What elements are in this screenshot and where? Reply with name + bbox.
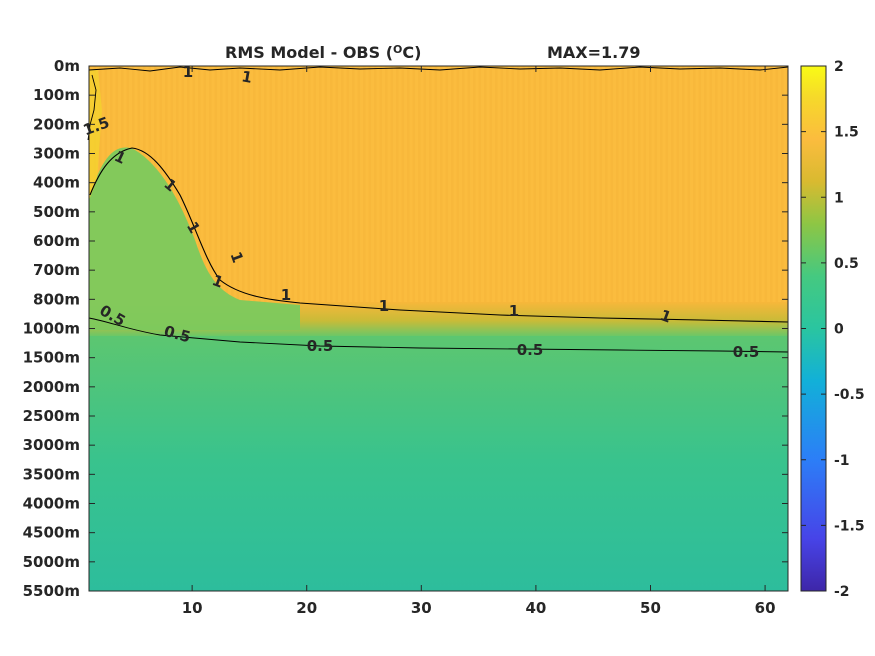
contour-label: 1 xyxy=(240,67,253,87)
y-tick-label: 500m xyxy=(33,203,80,221)
y-tick-label: 800m xyxy=(33,290,80,308)
deep-field xyxy=(89,330,788,591)
contour-label: 1 xyxy=(509,302,519,320)
contour-line-1-surface xyxy=(88,66,789,72)
x-tick-label: 20 xyxy=(296,599,317,617)
colorbar-tick-label: -2 xyxy=(834,584,850,600)
colorbar-tick-label: -1.5 xyxy=(834,518,865,534)
y-tick-label: 300m xyxy=(33,145,80,163)
y-tick-label: 100m xyxy=(33,86,80,104)
contour-label: 1 xyxy=(281,286,291,304)
x-axis: 10 20 30 40 50 60 xyxy=(182,66,776,617)
colorbar-tick-label: -1 xyxy=(834,453,850,469)
y-tick-label: 0m xyxy=(54,57,80,75)
contour-label: 0.5 xyxy=(307,337,334,355)
contour-label: 1 xyxy=(183,63,193,81)
chart-title: RMS Model - OBS (OC) xyxy=(225,43,421,62)
colorbar-tick-label: 0 xyxy=(834,322,844,338)
title-suffix: C) xyxy=(402,43,421,62)
colorbar-tick-label: 1 xyxy=(834,190,844,206)
contour-label: 0.5 xyxy=(517,341,544,359)
y-tick-label: 2000m xyxy=(23,378,80,396)
colorbar-tick-label: 0.5 xyxy=(834,256,859,272)
y-tick-label: 5000m xyxy=(23,553,80,571)
y-tick-label: 1000m xyxy=(23,320,80,338)
y-axis: 0m 100m 200m 300m 400m 500m 600m 700m 800m 1000m 1… xyxy=(23,57,788,600)
colorbar-tick-label: -0.5 xyxy=(834,387,865,403)
colorbar-tick-label: 1.5 xyxy=(834,125,859,141)
title-main: RMS Model - OBS ( xyxy=(225,43,393,62)
contour-line-0-5 xyxy=(88,317,789,353)
contour-label: 1 xyxy=(379,297,389,315)
max-label: MAX=1.79 xyxy=(547,43,641,62)
contour-label: 0.5 xyxy=(733,343,760,361)
colorbar-tick-label: 2 xyxy=(834,59,844,75)
x-tick-label: 30 xyxy=(411,599,432,617)
low-value-tongue xyxy=(89,147,300,330)
y-tick-label: 3500m xyxy=(23,465,80,483)
x-tick-label: 40 xyxy=(525,599,546,617)
y-tick-label: 400m xyxy=(33,174,80,192)
y-tick-label: 200m xyxy=(33,115,80,133)
y-tick-label: 2500m xyxy=(23,407,80,425)
surface-high-patch xyxy=(89,70,102,200)
x-tick-label: 50 xyxy=(640,599,661,617)
plot-area xyxy=(87,66,789,591)
y-tick-label: 700m xyxy=(33,261,80,279)
x-tick-label: 10 xyxy=(182,599,203,617)
colorbar: 2 1.5 1 0.5 0 -0.5 -1 -1.5 -2 xyxy=(800,59,865,600)
colorbar-ticks: 2 1.5 1 0.5 0 -0.5 -1 -1.5 -2 xyxy=(801,59,865,600)
y-tick-label: 3000m xyxy=(23,436,80,454)
title-superscript: O xyxy=(393,43,402,56)
contour-line-1 xyxy=(89,147,789,323)
y-tick-label: 1500m xyxy=(23,349,80,367)
x-tick-label: 60 xyxy=(755,599,776,617)
y-tick-label: 5500m xyxy=(23,582,80,600)
y-tick-label: 4500m xyxy=(23,524,80,542)
y-tick-label: 4000m xyxy=(23,495,80,513)
y-tick-label: 600m xyxy=(33,232,80,250)
